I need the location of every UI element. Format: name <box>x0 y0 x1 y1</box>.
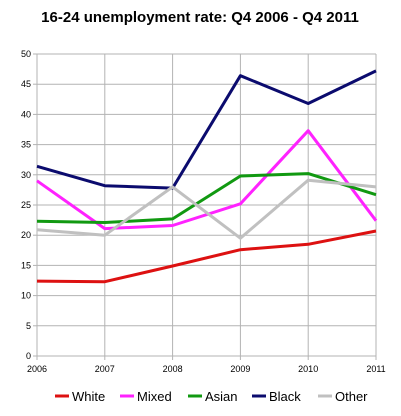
series-line-white <box>36 229 377 284</box>
chart-title: 16-24 unemployment rate: Q4 2006 - Q4 20… <box>41 9 359 26</box>
y-tick-label: 15 <box>21 260 31 270</box>
y-tick-label: 25 <box>21 200 31 210</box>
legend-label-asian: Asian <box>205 389 238 404</box>
x-tick-label: 2006 <box>27 364 47 374</box>
y-tick-label: 45 <box>21 79 31 89</box>
legend-label-other: Other <box>335 389 368 404</box>
series-line-black <box>36 69 377 190</box>
y-tick-label: 0 <box>26 351 31 361</box>
y-tick-label: 40 <box>21 109 31 119</box>
y-axis-ticks: 0 5 10 15 20 25 30 35 40 45 50 <box>21 49 31 361</box>
y-tick-label: 5 <box>26 321 31 331</box>
y-tick-label: 30 <box>21 170 31 180</box>
x-tick-label: 2011 <box>366 364 385 374</box>
y-tick-label: 35 <box>21 140 31 150</box>
x-tick-label: 2010 <box>298 364 318 374</box>
legend-label-mixed: Mixed <box>137 389 172 404</box>
y-tick-label: 10 <box>21 291 31 301</box>
grid <box>33 53 377 360</box>
series-line-asian <box>36 172 377 224</box>
x-tick-label: 2009 <box>230 364 250 374</box>
x-axis-ticks: 2006 2007 2008 2009 2010 2011 <box>27 364 386 374</box>
y-tick-label: 20 <box>21 230 31 240</box>
legend-label-white: White <box>72 389 105 404</box>
legend-label-black: Black <box>269 389 301 404</box>
x-tick-label: 2008 <box>163 364 183 374</box>
legend: White Mixed Asian Black Other <box>55 389 368 404</box>
series-line-mixed <box>36 129 378 231</box>
series-lines <box>36 69 378 284</box>
series-line-other <box>36 178 377 240</box>
y-tick-label: 50 <box>21 49 31 59</box>
x-tick-label: 2007 <box>95 364 115 374</box>
